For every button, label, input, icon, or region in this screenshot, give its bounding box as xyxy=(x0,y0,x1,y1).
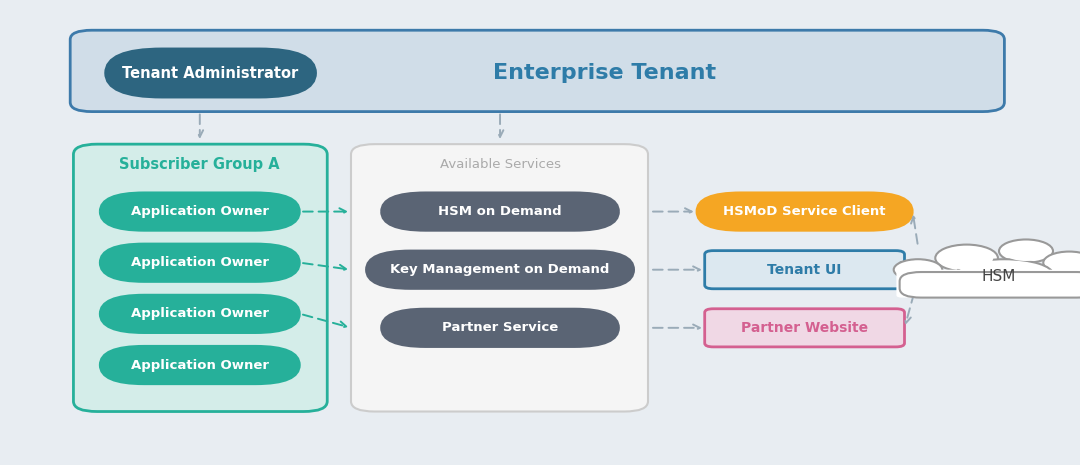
FancyBboxPatch shape xyxy=(100,244,300,282)
FancyBboxPatch shape xyxy=(100,193,300,231)
Text: HSMoD Service Client: HSMoD Service Client xyxy=(724,205,886,218)
Text: HSM: HSM xyxy=(982,269,1016,284)
Text: Tenant UI: Tenant UI xyxy=(768,263,841,277)
FancyBboxPatch shape xyxy=(351,144,648,412)
Text: Application Owner: Application Owner xyxy=(131,205,269,218)
Text: Available Services: Available Services xyxy=(440,158,561,171)
FancyBboxPatch shape xyxy=(100,346,300,384)
Text: Application Owner: Application Owner xyxy=(131,256,269,269)
FancyBboxPatch shape xyxy=(381,193,619,231)
Text: Key Management on Demand: Key Management on Demand xyxy=(390,263,610,276)
Text: Subscriber Group A: Subscriber Group A xyxy=(120,157,280,172)
FancyBboxPatch shape xyxy=(70,30,1004,112)
Ellipse shape xyxy=(897,261,939,279)
Ellipse shape xyxy=(963,261,1045,287)
Text: Partner Service: Partner Service xyxy=(442,321,558,334)
FancyBboxPatch shape xyxy=(366,251,634,289)
FancyBboxPatch shape xyxy=(896,270,1080,298)
FancyBboxPatch shape xyxy=(381,309,619,347)
FancyBboxPatch shape xyxy=(704,309,904,347)
Text: Application Owner: Application Owner xyxy=(131,359,269,372)
Ellipse shape xyxy=(940,246,994,270)
Ellipse shape xyxy=(1043,252,1080,274)
FancyBboxPatch shape xyxy=(697,193,913,231)
Text: HSM on Demand: HSM on Demand xyxy=(438,205,562,218)
Text: Application Owner: Application Owner xyxy=(131,307,269,320)
Text: Enterprise Tenant: Enterprise Tenant xyxy=(494,63,716,83)
Ellipse shape xyxy=(894,259,942,280)
Ellipse shape xyxy=(1048,253,1080,272)
Text: Partner Website: Partner Website xyxy=(741,321,868,335)
Ellipse shape xyxy=(956,259,1053,289)
Ellipse shape xyxy=(1003,241,1049,261)
FancyBboxPatch shape xyxy=(704,251,904,289)
FancyBboxPatch shape xyxy=(106,49,315,98)
Ellipse shape xyxy=(935,245,998,272)
FancyBboxPatch shape xyxy=(100,295,300,333)
Ellipse shape xyxy=(999,239,1053,263)
FancyBboxPatch shape xyxy=(73,144,327,412)
Text: Tenant Administrator: Tenant Administrator xyxy=(122,66,299,80)
